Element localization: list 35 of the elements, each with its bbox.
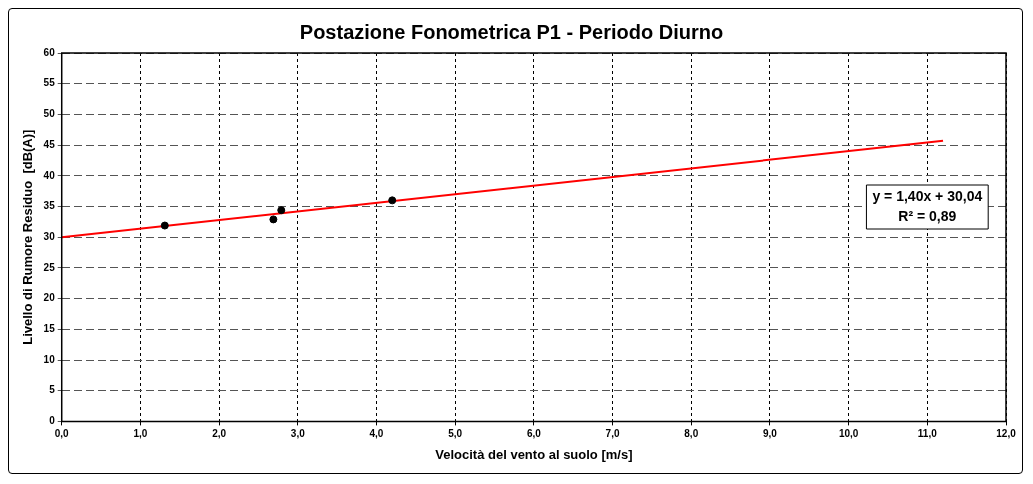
y-tick-label: 0 [49, 415, 56, 427]
point [269, 215, 278, 224]
x-tick-label: 7,0 [605, 428, 620, 440]
point [388, 196, 397, 205]
x-tick-label: 4,0 [369, 428, 384, 440]
y-tick-label: 20 [43, 292, 56, 304]
x-tick-label: 9,0 [762, 428, 778, 440]
chart-title: Postazione Fonometrica P1 - Periodo Diurno [299, 20, 724, 43]
annotation: y = 1,40x + 30,04 [872, 187, 983, 204]
y-tick-label: 40 [43, 169, 56, 181]
x-tick-label: 3,0 [290, 428, 306, 440]
y-tick-label: 30 [43, 230, 56, 242]
y-tick-label: 35 [43, 200, 56, 212]
y-tick-label: 60 [43, 46, 56, 58]
x-tick-label: 12,0 [996, 428, 1017, 440]
y-tick-label: 45 [43, 138, 56, 150]
x-axis-title: Velocità del vento al suolo [m/s] [435, 446, 633, 462]
x-tick-label: 2,0 [212, 428, 227, 440]
point [277, 206, 286, 215]
x-tick-label: 10,0 [838, 428, 859, 440]
x-tick-label: 0,0 [54, 428, 70, 440]
y-tick-label: 55 [43, 77, 56, 89]
point [160, 221, 169, 230]
y-tick-label: 15 [43, 323, 56, 335]
x-tick-label: 1,0 [133, 428, 148, 440]
x-tick-label: 6,0 [526, 428, 542, 440]
x-tick-label: 5,0 [448, 428, 463, 440]
annotation: R² = 0,89 [898, 207, 957, 224]
x-tick-label: 11,0 [917, 428, 938, 440]
y-axis-title: Livello di Rumore Residuo [dB(A)] [20, 129, 36, 345]
y-tick-label: 50 [43, 108, 56, 120]
y-tick-label: 10 [43, 353, 56, 365]
y-tick-label: 5 [49, 384, 56, 396]
y-tick-label: 25 [43, 261, 56, 273]
x-tick-label: 8,0 [684, 428, 699, 440]
